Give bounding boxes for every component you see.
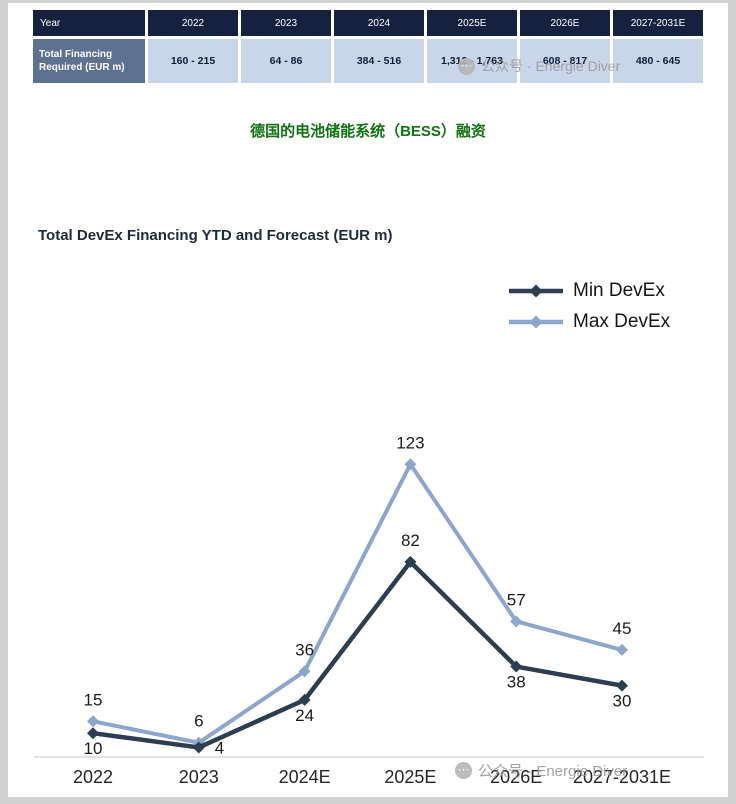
legend-item-min-devex: Min DevEx <box>508 280 670 302</box>
x-axis-label: 2023 <box>179 767 219 787</box>
data-point-marker-max-devex <box>510 615 523 628</box>
data-label-max-devex: 6 <box>194 712 203 731</box>
data-label-min-devex: 4 <box>215 738 224 757</box>
table-header-2027-2031e: 2027-2031E <box>613 10 703 36</box>
financing-table: Year 2022 2023 2024 2025E 2026E 2027-203… <box>33 10 703 83</box>
data-label-max-devex: 45 <box>613 619 632 638</box>
table-header-2022: 2022 <box>148 10 238 36</box>
data-point-marker-max-devex <box>404 458 417 471</box>
table-header-year: Year <box>33 10 145 36</box>
table-cell-2027-2031e: 480 - 645 <box>613 39 703 83</box>
data-point-marker-max-devex <box>616 643 628 656</box>
article-page: Year 2022 2023 2024 2025E 2026E 2027-203… <box>8 3 728 797</box>
devex-line-chart: 2022 2023 2024E 2025E 2026E 2027-2031E 15 6 36 12… <box>34 433 704 787</box>
data-point-marker-min-devex <box>87 727 99 740</box>
series-line-max-devex <box>92 460 623 745</box>
table-cell-2022: 160 - 215 <box>148 39 238 83</box>
series-line-min-devex <box>92 558 623 750</box>
watermark-bottom: ⋯ 公众号 · Energie Diver <box>455 760 627 781</box>
table-header-2026e: 2026E <box>520 10 610 36</box>
watermark-text: 公众号 · Energie Diver <box>478 763 628 780</box>
legend-label-min-devex: Min DevEx <box>573 280 665 301</box>
table-header-2023: 2023 <box>241 10 331 36</box>
data-label-min-devex: 82 <box>401 531 420 550</box>
data-label-max-devex: 123 <box>396 433 424 452</box>
table-cell-2025e: 1,312 - 1,763 <box>427 39 517 83</box>
chart-legend: Min DevEx Max DevEx <box>508 280 670 333</box>
legend-swatch-min-devex <box>509 284 563 298</box>
x-axis-label: 2022 <box>73 767 113 787</box>
legend-label-max-devex: Max DevEx <box>573 311 671 332</box>
data-point-marker-min-devex <box>192 741 205 754</box>
watermark-text: 公众号 · Energie Diver <box>481 58 621 74</box>
x-axis-label: 2024E <box>279 767 331 787</box>
legend-diamond-icon <box>529 284 543 298</box>
data-label-min-devex: 38 <box>507 673 526 692</box>
article-subtitle: 德国的电池储能系统（BESS）融资 <box>250 123 486 140</box>
data-point-marker-min-devex <box>298 693 311 706</box>
x-axis-label: 2026E <box>490 767 542 787</box>
data-label-max-devex: 36 <box>295 640 314 659</box>
data-point-marker-min-devex <box>616 679 628 692</box>
chart-title: Total DevEx Financing YTD and Forecast (… <box>38 227 393 244</box>
table-cell-2026e: 608 - 817 <box>520 39 610 83</box>
table-header-2025e: 2025E <box>427 10 517 36</box>
chat-bubble-icon: ⋯ <box>458 57 475 75</box>
legend-item-max-devex: Max DevEx <box>508 311 670 333</box>
legend-diamond-icon <box>529 315 543 329</box>
data-point-marker-max-devex <box>87 715 99 728</box>
x-axis-label: 2025E <box>384 767 436 787</box>
x-axis-label: 2027-2031E <box>573 767 671 787</box>
table-cell-2023: 64 - 86 <box>241 39 331 83</box>
watermark-top: ⋯ 公众号 · Energie Diver <box>458 56 620 76</box>
data-label-max-devex: 15 <box>84 690 103 709</box>
table-header-2024: 2024 <box>334 10 424 36</box>
legend-swatch-max-devex <box>509 315 563 329</box>
data-label-max-devex: 57 <box>507 590 526 609</box>
chat-bubble-icon: ⋯ <box>455 762 472 779</box>
data-label-min-devex: 30 <box>613 692 632 711</box>
data-point-marker-min-devex <box>510 660 523 673</box>
data-point-marker-min-devex <box>404 555 417 568</box>
table-cell-2024: 384 - 516 <box>334 39 424 83</box>
table-row-label: Total Financing Required (EUR m) <box>33 39 145 83</box>
data-label-min-devex: 24 <box>295 706 314 725</box>
data-label-min-devex: 10 <box>84 739 103 758</box>
data-point-marker-max-devex <box>298 665 311 678</box>
